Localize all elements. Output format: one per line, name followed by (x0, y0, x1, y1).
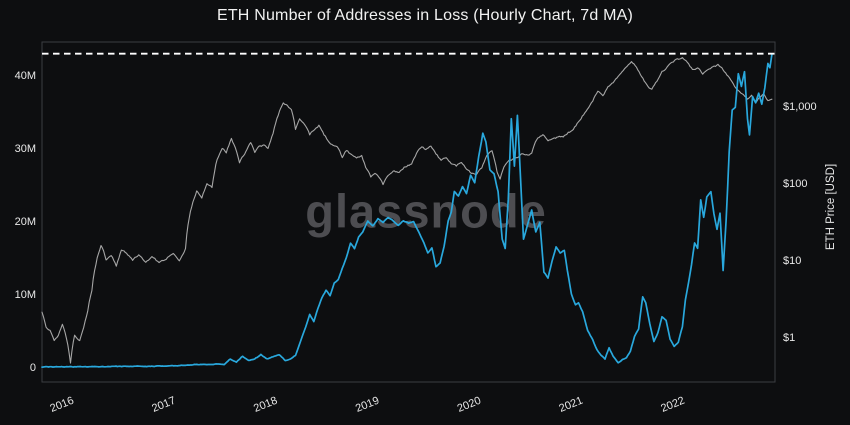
y-left-tick-label: 40M (15, 70, 36, 82)
chart-title: ETH Number of Addresses in Loss (Hourly … (216, 7, 634, 24)
x-tick-label: 2018 (252, 395, 279, 415)
y-left-tick-label: 0 (30, 362, 36, 374)
y-right-tick-label: $100 (783, 178, 807, 190)
y-left-tick-label: 30M (15, 143, 36, 155)
eth-price-line (41, 57, 773, 364)
y-left-tick-label: 10M (15, 289, 36, 301)
addresses-in-loss-line (41, 53, 773, 368)
x-tick-label: 2020 (456, 395, 483, 415)
x-tick-label: 2017 (150, 395, 177, 415)
y-right-tick-label: $1 (783, 332, 795, 344)
x-tick-label: 2016 (48, 395, 75, 415)
y-right-tick-label: $1,000 (783, 101, 817, 113)
x-tick-label: 2019 (354, 395, 381, 415)
x-tick-label: 2022 (659, 395, 686, 415)
y-right-tick-label: $10 (783, 255, 801, 267)
plot-border (41, 41, 776, 383)
x-tick-label: 2021 (557, 395, 584, 415)
y-left-tick-label: 20M (15, 216, 36, 228)
right-axis-title: ETH Price [USD] (825, 164, 837, 250)
